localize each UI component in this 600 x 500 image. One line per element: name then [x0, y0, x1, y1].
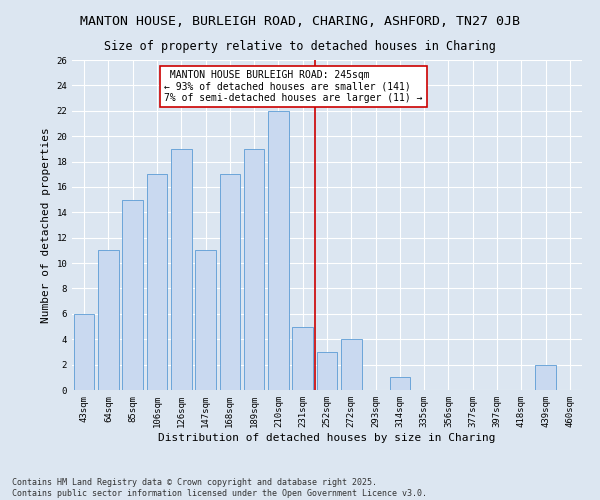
Bar — [268, 111, 289, 390]
Bar — [389, 378, 410, 390]
X-axis label: Distribution of detached houses by size in Charing: Distribution of detached houses by size … — [158, 432, 496, 442]
Text: MANTON HOUSE BURLEIGH ROAD: 245sqm
← 93% of detached houses are smaller (141)
7%: MANTON HOUSE BURLEIGH ROAD: 245sqm ← 93%… — [164, 70, 423, 103]
Bar — [317, 352, 337, 390]
Text: Size of property relative to detached houses in Charing: Size of property relative to detached ho… — [104, 40, 496, 53]
Bar — [220, 174, 240, 390]
Bar — [122, 200, 143, 390]
Y-axis label: Number of detached properties: Number of detached properties — [41, 127, 51, 323]
Text: Contains HM Land Registry data © Crown copyright and database right 2025.
Contai: Contains HM Land Registry data © Crown c… — [12, 478, 427, 498]
Bar — [244, 149, 265, 390]
Bar — [195, 250, 216, 390]
Bar — [292, 326, 313, 390]
Bar — [146, 174, 167, 390]
Bar — [74, 314, 94, 390]
Bar — [171, 149, 191, 390]
Bar — [98, 250, 119, 390]
Bar — [535, 364, 556, 390]
Bar — [341, 339, 362, 390]
Text: MANTON HOUSE, BURLEIGH ROAD, CHARING, ASHFORD, TN27 0JB: MANTON HOUSE, BURLEIGH ROAD, CHARING, AS… — [80, 15, 520, 28]
